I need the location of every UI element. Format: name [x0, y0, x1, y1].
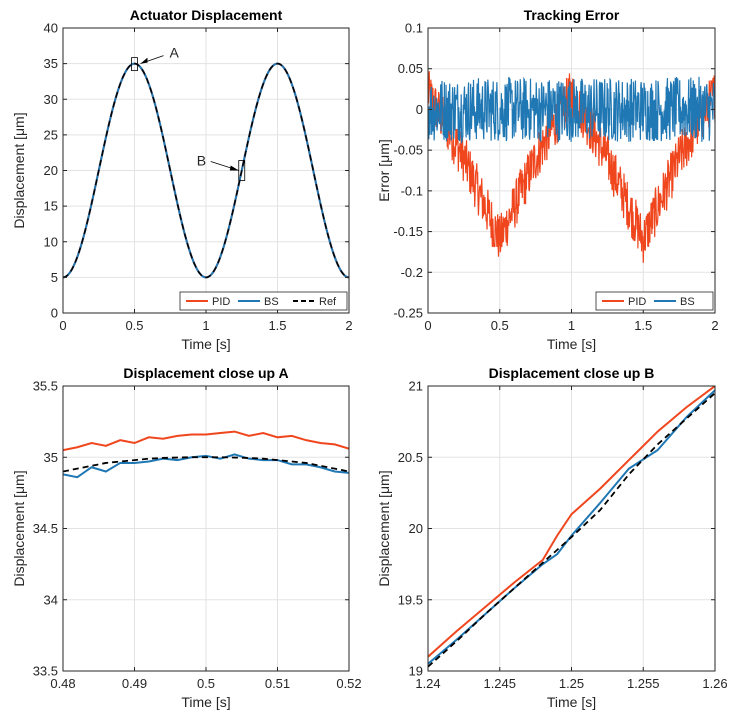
- x-axis-label: Time [s]: [181, 336, 230, 352]
- chart-2: 0 0.5 1 1.5 2 -0.25 -0.2 -0.15 -0.1 -0.05 0 0.05 0.1…: [376, 7, 719, 352]
- y-tick-label: 15: [44, 199, 58, 214]
- plot-area: [428, 71, 715, 263]
- y-tick-label: 20: [409, 521, 423, 536]
- series-line-bs: [63, 453, 349, 479]
- x-tick-label: 0.48: [50, 676, 75, 691]
- x-tick-label: 1.5: [268, 318, 286, 333]
- x-tick-label: 1.25: [559, 676, 584, 691]
- legend-box: [179, 291, 348, 311]
- y-tick-label: -0.15: [393, 224, 423, 239]
- y-tick-label: 19: [409, 664, 423, 679]
- legend-label-ref: Ref: [319, 296, 337, 308]
- y-tick-label: -0.25: [393, 306, 423, 321]
- series-line-ref: [63, 456, 349, 473]
- chart-4: 1.24 1.245 1.25 1.255 1.26 19 19.5 20 20.5 21 Disp…: [376, 365, 728, 710]
- chart-title: Tracking Error: [524, 7, 620, 23]
- x-axis-label: Time [s]: [547, 694, 596, 710]
- plot-area: [63, 430, 349, 479]
- legend: PID BS: [595, 291, 714, 311]
- y-axis-label: Displacement [μm]: [11, 470, 27, 586]
- x-axis-label: Time [s]: [547, 336, 596, 352]
- legend-label-pid: PID: [212, 296, 230, 308]
- y-tick-label: 0: [416, 102, 423, 117]
- grid: [427, 385, 716, 672]
- series-line-pid: [428, 71, 715, 263]
- y-tick-label: 5: [51, 270, 58, 285]
- legend: PID BS Ref: [179, 291, 348, 311]
- zoom-rect: [131, 57, 138, 72]
- y-tick-label: 0.1: [405, 21, 423, 36]
- y-tick-label: 21: [409, 379, 423, 394]
- x-tick-label: 0.51: [265, 676, 290, 691]
- x-tick-label: 1.255: [627, 676, 660, 691]
- x-tick-label: 0.5: [197, 676, 215, 691]
- y-axis-label: Displacement [μm]: [376, 470, 392, 586]
- y-tick-label: -0.05: [393, 143, 423, 158]
- chart-title: Actuator Displacement: [130, 7, 283, 23]
- y-tick-label: 34: [44, 592, 58, 607]
- arrowhead: [140, 57, 148, 64]
- chart-3: 0.48 0.49 0.5 0.51 0.52 33.5 34 34.5 35 35.5 Displ…: [11, 365, 362, 710]
- y-tick-label: 10: [44, 234, 58, 249]
- plot-area: [63, 62, 349, 279]
- grid: [62, 385, 350, 672]
- y-tick-label: 20.5: [398, 450, 423, 465]
- y-tick-label: -0.1: [401, 183, 423, 198]
- grid: [62, 27, 350, 314]
- x-tick-label: 1.245: [483, 676, 516, 691]
- legend-label-bs: BS: [680, 296, 695, 308]
- x-tick-label: 0: [59, 318, 66, 333]
- x-tick-label: 1: [568, 318, 575, 333]
- series-line-ref: [428, 392, 715, 668]
- y-tick-label: 0.05: [398, 61, 423, 76]
- chart-title: Displacement close up B: [489, 365, 655, 381]
- y-tick-label: 33.5: [33, 664, 58, 679]
- y-tick-label: 35: [44, 56, 58, 71]
- y-axis-label: Displacement [μm]: [11, 112, 27, 228]
- x-tick-label: 1.5: [634, 318, 652, 333]
- x-tick-label: 0: [424, 318, 431, 333]
- y-tick-label: 0: [51, 306, 58, 321]
- x-tick-label: 2: [345, 318, 352, 333]
- x-axis-label: Time [s]: [181, 694, 230, 710]
- y-tick-label: 19.5: [398, 592, 423, 607]
- x-tick-label: 1: [202, 318, 209, 333]
- y-tick-label: 30: [44, 92, 58, 107]
- series-line-pid: [63, 430, 349, 452]
- arrowhead: [229, 165, 239, 171]
- y-tick-label: 35.5: [33, 379, 58, 394]
- x-tick-label: 0.49: [122, 676, 147, 691]
- y-tick-label: 25: [44, 127, 58, 142]
- annotation-label: B: [197, 153, 206, 169]
- plot-area: [428, 386, 715, 668]
- series-line-ref: [63, 62, 349, 279]
- series-line-bs: [428, 76, 715, 145]
- y-tick-label: 40: [44, 21, 58, 36]
- series-line-pid: [428, 386, 715, 658]
- x-tick-label: 0.5: [491, 318, 509, 333]
- legend-label-bs: BS: [264, 296, 279, 308]
- x-tick-label: 2: [711, 318, 718, 333]
- x-tick-label: 0.5: [125, 318, 143, 333]
- y-tick-label: -0.2: [401, 265, 423, 280]
- legend-label-pid: PID: [628, 296, 646, 308]
- y-tick-label: 34.5: [33, 521, 58, 536]
- annotation-b: B: [197, 153, 246, 181]
- annotation-a: A: [131, 45, 180, 72]
- x-tick-label: 0.52: [336, 676, 361, 691]
- y-tick-label: 20: [44, 163, 58, 178]
- y-axis-label: Error [μm]: [376, 139, 392, 202]
- y-tick-label: 35: [44, 450, 58, 465]
- annotation-label: A: [170, 45, 180, 61]
- x-tick-label: 1.26: [702, 676, 727, 691]
- chart-title: Displacement close up A: [123, 365, 288, 381]
- x-tick-label: 1.24: [415, 676, 440, 691]
